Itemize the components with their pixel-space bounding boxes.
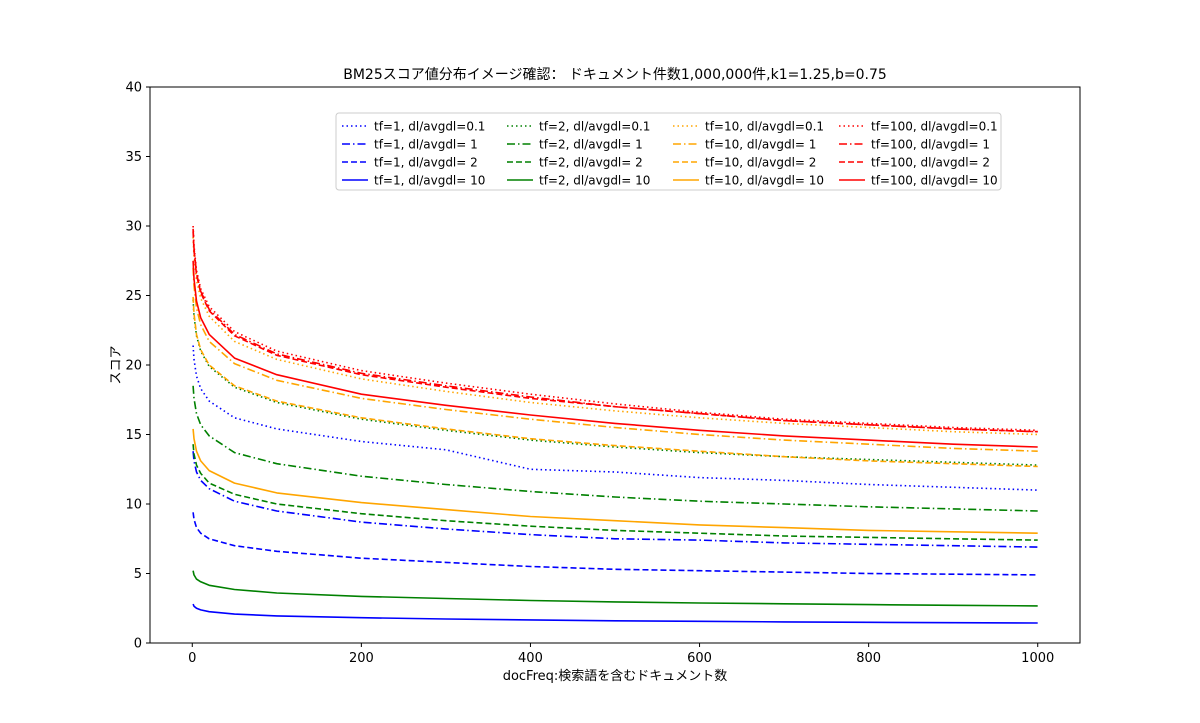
axes: 0 200 400 600 800 1000 0 5 10 15 20 25 30 35 40 xyxy=(125,81,1054,667)
x-tick-label: 200 xyxy=(349,651,374,666)
legend-label: tf=10, dl/avgdl= 1 xyxy=(705,138,816,152)
legend-label: tf=1, dl/avgdl= 2 xyxy=(374,156,478,170)
series-line-tf-1-dl-avgdl-0-1 xyxy=(192,345,1038,491)
plot-area xyxy=(192,225,1038,624)
y-tick-label: 20 xyxy=(125,359,142,374)
legend: tf=1, dl/avgdl=0.1 tf=1, dl/avgdl= 1 tf=1,… xyxy=(335,112,1002,191)
x-axis-title: docFreq:検索語を含むドキュメント数 xyxy=(503,668,728,684)
y-tick-label: 10 xyxy=(125,498,142,513)
legend-label: tf=1, dl/avgdl= 1 xyxy=(374,138,478,152)
series-line-tf-100-dl-avgdl-10 xyxy=(192,260,1038,448)
series-line-tf-2-dl-avgdl-10 xyxy=(192,570,1038,607)
series-line-tf-1-dl-avgdl-2 xyxy=(192,512,1038,576)
series-line-tf-10-dl-avgdl-2 xyxy=(192,296,1038,468)
series-line-tf-100-dl-avgdl-1 xyxy=(192,228,1038,433)
legend-label: tf=2, dl/avgdl= 1 xyxy=(539,138,643,152)
y-tick-label: 40 xyxy=(125,81,142,96)
legend-label: tf=100, dl/avgdl= 10 xyxy=(871,174,998,188)
y-axis-title: スコア xyxy=(109,345,124,384)
y-tick-label: 5 xyxy=(134,567,142,582)
y-tick-label: 30 xyxy=(125,220,142,235)
chart-title: BM25スコア値分布イメージ確認： ドキュメント件数1,000,000件,k1=… xyxy=(343,67,887,83)
legend-label: tf=100, dl/avgdl=0.1 xyxy=(871,120,998,134)
series-line-tf-10-dl-avgdl-1 xyxy=(192,267,1038,452)
legend-label: tf=1, dl/avgdl=0.1 xyxy=(374,120,485,134)
legend-label: tf=10, dl/avgdl=0.1 xyxy=(705,120,824,134)
series-line-tf-10-dl-avgdl-0-1 xyxy=(192,237,1038,436)
x-tick-label: 800 xyxy=(856,651,881,666)
series-line-tf-10-dl-avgdl-10 xyxy=(192,428,1038,534)
x-tick-label: 1000 xyxy=(1021,651,1054,666)
legend-label: tf=2, dl/avgdl= 2 xyxy=(539,156,643,170)
series-line-tf-2-dl-avgdl-1 xyxy=(192,385,1038,512)
x-tick-label: 400 xyxy=(518,651,543,666)
legend-label: tf=2, dl/avgdl= 10 xyxy=(539,174,650,188)
series-line-tf-100-dl-avgdl-2 xyxy=(192,231,1038,433)
legend-box xyxy=(335,112,1002,191)
y-tick-label: 0 xyxy=(134,637,142,652)
legend-label: tf=10, dl/avgdl= 2 xyxy=(705,156,816,170)
legend-label: tf=1, dl/avgdl= 10 xyxy=(374,174,485,188)
x-tick-label: 600 xyxy=(687,651,712,666)
y-tick-label: 15 xyxy=(125,428,142,443)
series-line-tf-1-dl-avgdl-10 xyxy=(192,603,1038,624)
legend-label: tf=2, dl/avgdl=0.1 xyxy=(539,120,650,134)
y-tick-label: 25 xyxy=(125,289,142,304)
y-tick-label: 35 xyxy=(125,150,142,165)
legend-label: tf=100, dl/avgdl= 1 xyxy=(871,138,990,152)
x-tick-label: 0 xyxy=(188,651,196,666)
legend-label: tf=100, dl/avgdl= 2 xyxy=(871,156,990,170)
legend-label: tf=10, dl/avgdl= 10 xyxy=(705,174,824,188)
